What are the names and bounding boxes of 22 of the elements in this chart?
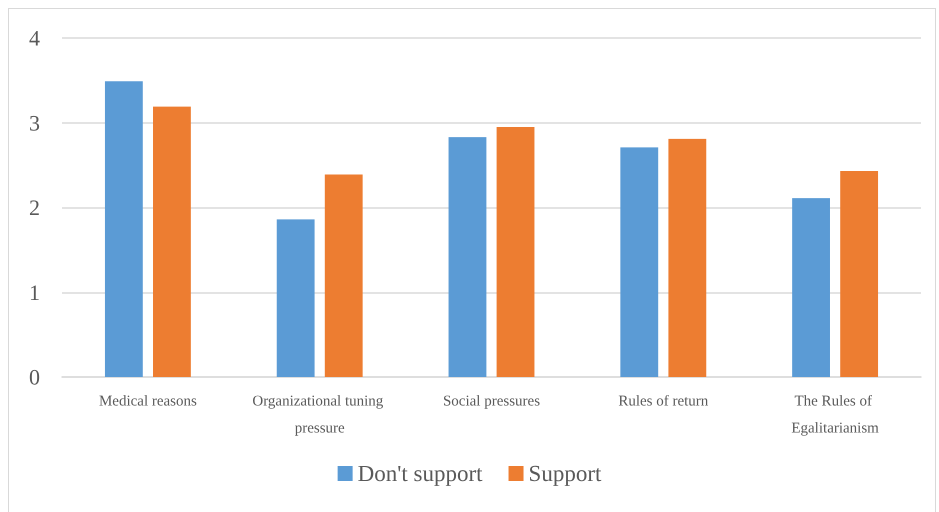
legend-label: Don't support [358, 461, 484, 486]
bar [792, 198, 830, 377]
bar [668, 138, 706, 377]
bar [276, 219, 315, 377]
x-tick-label: Medical reasons [98, 394, 197, 410]
x-tick-label: Rules of return [618, 394, 709, 410]
bar [104, 81, 143, 377]
y-tick-label: 2 [29, 195, 40, 220]
x-tick-label: Social pressures [442, 394, 540, 410]
y-tick-label: 4 [29, 26, 40, 50]
bar [840, 171, 878, 377]
bar [153, 106, 191, 377]
y-tick-label: 1 [29, 280, 40, 305]
bar [324, 174, 363, 377]
bar [496, 126, 534, 377]
x-tick-label: The Rules of Egalitarianism [791, 394, 880, 436]
y-tick-label: 3 [29, 110, 40, 136]
x-tick-label: Organizational tuning pressure [252, 394, 388, 436]
bar [620, 147, 658, 377]
y-tick-label: 0 [29, 364, 40, 390]
bar [448, 137, 486, 377]
legend-label: Support [528, 461, 602, 486]
